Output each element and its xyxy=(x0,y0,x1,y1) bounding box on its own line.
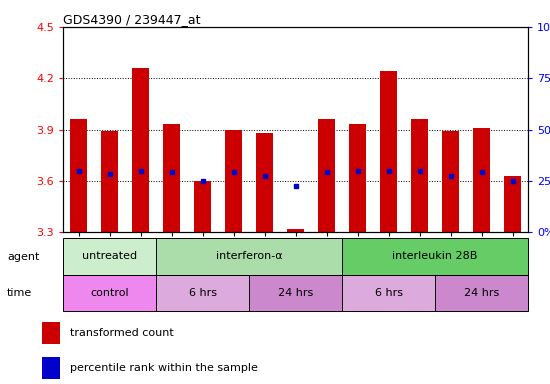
Bar xyxy=(380,71,397,232)
Bar xyxy=(287,229,304,232)
Text: 24 hrs: 24 hrs xyxy=(278,288,314,298)
Bar xyxy=(411,119,428,232)
Bar xyxy=(63,275,156,311)
Bar xyxy=(442,131,459,232)
Bar xyxy=(42,322,60,344)
Bar xyxy=(342,275,435,311)
Bar xyxy=(42,357,60,379)
Bar xyxy=(473,128,490,232)
Text: interferon-α: interferon-α xyxy=(216,251,283,262)
Text: control: control xyxy=(90,288,129,298)
Bar xyxy=(342,238,528,275)
Bar xyxy=(194,181,211,232)
Text: transformed count: transformed count xyxy=(69,328,173,338)
Bar xyxy=(349,124,366,232)
Bar xyxy=(132,68,149,232)
Bar xyxy=(435,275,528,311)
Text: agent: agent xyxy=(7,252,40,262)
Text: interleukin 28B: interleukin 28B xyxy=(392,251,478,262)
Text: GDS4390 / 239447_at: GDS4390 / 239447_at xyxy=(63,13,201,26)
Bar xyxy=(256,133,273,232)
Text: 6 hrs: 6 hrs xyxy=(189,288,217,298)
Bar xyxy=(249,275,342,311)
Bar xyxy=(63,238,156,275)
Bar xyxy=(163,124,180,232)
Text: untreated: untreated xyxy=(82,251,138,262)
Text: 6 hrs: 6 hrs xyxy=(375,288,403,298)
Bar xyxy=(318,119,335,232)
Bar xyxy=(156,275,249,311)
Text: percentile rank within the sample: percentile rank within the sample xyxy=(69,363,257,373)
Bar xyxy=(70,119,87,232)
Bar xyxy=(225,129,242,232)
Bar xyxy=(101,131,118,232)
Text: time: time xyxy=(7,288,32,298)
Bar xyxy=(504,176,521,232)
Bar xyxy=(156,238,342,275)
Text: 24 hrs: 24 hrs xyxy=(464,288,499,298)
